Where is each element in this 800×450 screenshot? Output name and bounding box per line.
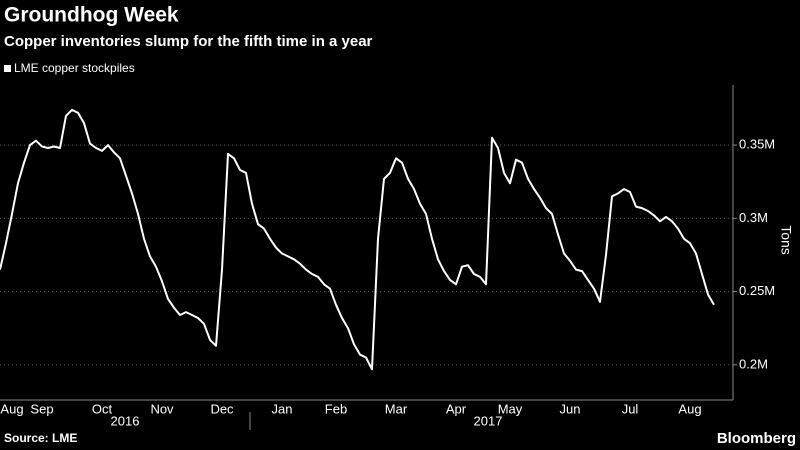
y-axis-label: Tons <box>778 225 794 255</box>
legend-swatch <box>4 65 11 72</box>
y-tick-label: 0.35M <box>739 137 775 152</box>
source: Source: LME <box>4 431 77 445</box>
x-tick-label: Feb <box>325 401 347 416</box>
x-tick-label: Mar <box>385 401 408 416</box>
legend-label: LME copper stockpiles <box>14 61 135 75</box>
x-tick-label: Aug <box>0 401 23 416</box>
x-tick-label: Dec <box>210 401 234 416</box>
year-label: 2016 <box>111 413 140 428</box>
x-tick-label: Apr <box>446 401 467 416</box>
brand: Bloomberg <box>717 430 796 447</box>
x-tick-label: Sep <box>30 401 53 416</box>
x-tick-label: Nov <box>150 401 174 416</box>
y-tick-label: 0.2M <box>739 356 768 371</box>
y-tick-label: 0.3M <box>739 210 768 225</box>
x-tick-label: Oct <box>92 401 113 416</box>
year-label: 2017 <box>474 413 503 428</box>
x-tick-label: May <box>498 401 523 416</box>
x-tick-label: Aug <box>678 401 701 416</box>
data-line <box>0 108 715 371</box>
x-tick-label: Jan <box>272 401 293 416</box>
x-tick-label: Jun <box>560 401 581 416</box>
x-tick-label: Jul <box>622 401 639 416</box>
y-tick-label: 0.25M <box>739 283 775 298</box>
chart-subtitle: Copper inventories slump for the fifth t… <box>4 33 373 50</box>
chart-title: Groundhog Week <box>4 4 179 27</box>
